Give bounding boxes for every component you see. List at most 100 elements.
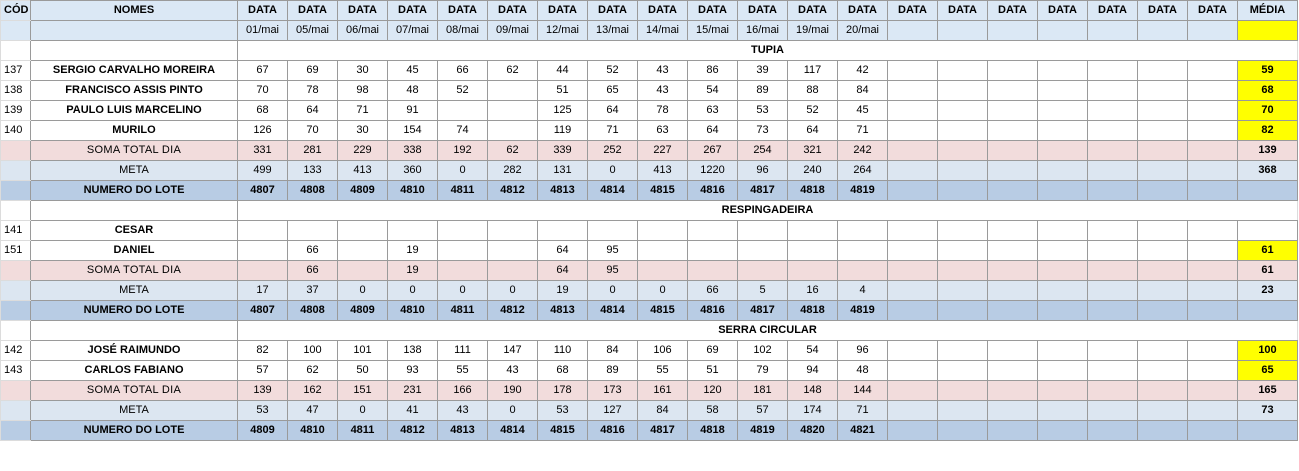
value-cell[interactable]: 71: [837, 120, 888, 141]
soma-label[interactable]: SOMA TOTAL DIA: [30, 260, 238, 281]
value-cell[interactable]: 147: [487, 340, 538, 361]
soma-value[interactable]: [887, 140, 938, 161]
value-cell[interactable]: [637, 240, 688, 261]
lote-value[interactable]: [887, 180, 938, 201]
soma-value[interactable]: [887, 380, 938, 401]
meta-value[interactable]: [937, 160, 988, 181]
value-cell[interactable]: 126: [237, 120, 288, 141]
value-cell[interactable]: [1087, 100, 1138, 121]
worker-name[interactable]: CARLOS FABIANO: [30, 360, 238, 381]
value-cell[interactable]: 54: [787, 340, 838, 361]
cod-cell[interactable]: [0, 140, 31, 161]
soma-value[interactable]: 338: [387, 140, 438, 161]
soma-value[interactable]: 242: [837, 140, 888, 161]
lote-value[interactable]: 4818: [787, 300, 838, 321]
meta-value[interactable]: 499: [237, 160, 288, 181]
value-cell[interactable]: [1037, 340, 1088, 361]
value-cell[interactable]: 89: [587, 360, 638, 381]
lote-value[interactable]: 4810: [387, 300, 438, 321]
value-cell[interactable]: [1137, 60, 1188, 81]
value-cell[interactable]: [1187, 340, 1238, 361]
value-cell[interactable]: 111: [437, 340, 488, 361]
meta-value[interactable]: [937, 280, 988, 301]
soma-value[interactable]: 66: [287, 260, 338, 281]
value-cell[interactable]: [987, 60, 1038, 81]
cod-cell[interactable]: [0, 300, 31, 321]
date-cell[interactable]: 19/mai: [787, 20, 838, 41]
lote-value[interactable]: [1187, 420, 1238, 441]
data-header[interactable]: DATA: [487, 0, 538, 21]
value-cell[interactable]: 55: [637, 360, 688, 381]
worker-cod[interactable]: 139: [0, 100, 31, 121]
meta-value[interactable]: 360: [387, 160, 438, 181]
meta-value[interactable]: 47: [287, 400, 338, 421]
value-cell[interactable]: [1137, 120, 1188, 141]
lote-value[interactable]: [1137, 420, 1188, 441]
soma-value[interactable]: 95: [587, 260, 638, 281]
lote-value[interactable]: 4816: [687, 300, 738, 321]
value-cell[interactable]: 95: [587, 240, 638, 261]
value-cell[interactable]: 63: [637, 120, 688, 141]
meta-value[interactable]: 53: [537, 400, 588, 421]
value-cell[interactable]: [887, 340, 938, 361]
meta-value[interactable]: 282: [487, 160, 538, 181]
lote-value[interactable]: 4809: [337, 300, 388, 321]
section-title[interactable]: TUPIA: [237, 40, 1298, 61]
soma-value[interactable]: 267: [687, 140, 738, 161]
date-cell[interactable]: [1187, 20, 1238, 41]
value-cell[interactable]: [487, 120, 538, 141]
value-cell[interactable]: 55: [437, 360, 488, 381]
value-cell[interactable]: 43: [487, 360, 538, 381]
soma-value[interactable]: [1037, 140, 1088, 161]
lote-value[interactable]: 4820: [787, 420, 838, 441]
soma-value[interactable]: 161: [637, 380, 688, 401]
lote-value[interactable]: 4810: [387, 180, 438, 201]
value-cell[interactable]: 101: [337, 340, 388, 361]
soma-media[interactable]: 61: [1237, 260, 1298, 281]
lote-value[interactable]: [1037, 420, 1088, 441]
meta-value[interactable]: [887, 400, 938, 421]
value-cell[interactable]: 86: [687, 60, 738, 81]
value-cell[interactable]: 89: [737, 80, 788, 101]
value-cell[interactable]: [887, 120, 938, 141]
lote-value[interactable]: [937, 420, 988, 441]
meta-value[interactable]: 58: [687, 400, 738, 421]
meta-value[interactable]: [1087, 160, 1138, 181]
lote-value[interactable]: 4815: [537, 420, 588, 441]
value-cell[interactable]: [837, 220, 888, 241]
soma-value[interactable]: [1187, 260, 1238, 281]
meta-value[interactable]: 43: [437, 400, 488, 421]
value-cell[interactable]: [1087, 120, 1138, 141]
worker-media[interactable]: 65: [1237, 360, 1298, 381]
meta-value[interactable]: 0: [387, 280, 438, 301]
worker-cod[interactable]: 138: [0, 80, 31, 101]
value-cell[interactable]: 53: [737, 100, 788, 121]
meta-value[interactable]: 53: [237, 400, 288, 421]
value-cell[interactable]: [1037, 220, 1088, 241]
value-cell[interactable]: [1037, 100, 1088, 121]
value-cell[interactable]: 54: [687, 80, 738, 101]
lote-value[interactable]: 4808: [287, 180, 338, 201]
worker-name[interactable]: PAULO LUIS MARCELINO: [30, 100, 238, 121]
soma-value[interactable]: [937, 260, 988, 281]
value-cell[interactable]: 69: [287, 60, 338, 81]
value-cell[interactable]: [787, 240, 838, 261]
value-cell[interactable]: 68: [537, 360, 588, 381]
value-cell[interactable]: [387, 220, 438, 241]
worker-media[interactable]: 68: [1237, 80, 1298, 101]
value-cell[interactable]: 94: [787, 360, 838, 381]
value-cell[interactable]: [437, 240, 488, 261]
data-header[interactable]: DATA: [587, 0, 638, 21]
lote-value[interactable]: 4818: [687, 420, 738, 441]
meta-label[interactable]: META: [30, 280, 238, 301]
meta-value[interactable]: 0: [587, 280, 638, 301]
value-cell[interactable]: 91: [387, 100, 438, 121]
value-cell[interactable]: 70: [237, 80, 288, 101]
soma-value[interactable]: 173: [587, 380, 638, 401]
lote-label[interactable]: NUMERO DO LOTE: [30, 300, 238, 321]
soma-value[interactable]: 64: [537, 260, 588, 281]
meta-value[interactable]: 240: [787, 160, 838, 181]
value-cell[interactable]: 93: [387, 360, 438, 381]
nomes-cell[interactable]: [30, 20, 238, 41]
lote-value[interactable]: [1037, 300, 1088, 321]
